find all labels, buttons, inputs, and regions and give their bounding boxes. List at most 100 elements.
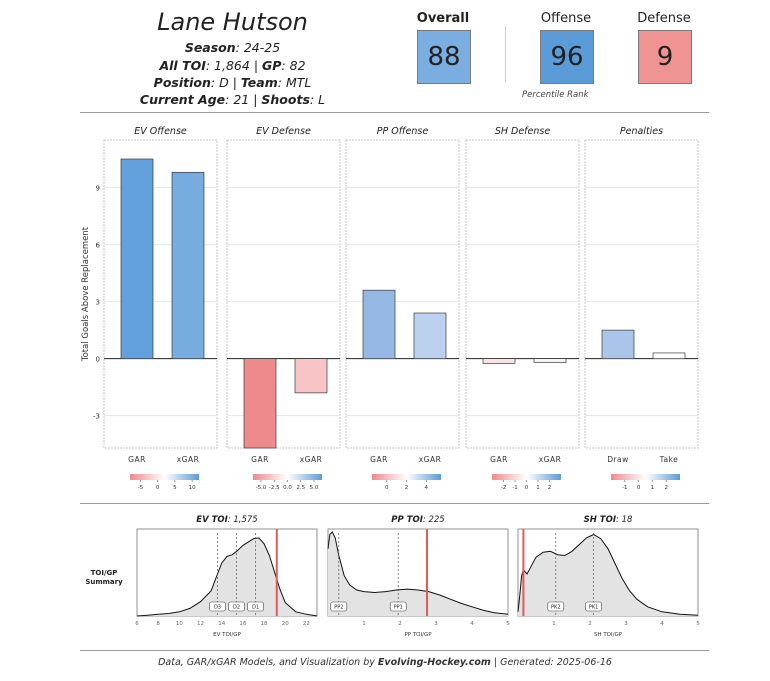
season-sep: : xyxy=(235,40,244,55)
position-line: Position: D | Team: MTL xyxy=(153,75,312,90)
tier-marker-box xyxy=(389,601,407,612)
legend-tick-label: 1 xyxy=(651,485,655,491)
shoots-label: Shoots xyxy=(261,92,310,107)
tier-marker-label: D3 xyxy=(214,605,221,611)
bar xyxy=(413,312,447,359)
team-value: MTL xyxy=(285,75,312,90)
player-name: Lane Hutson xyxy=(157,8,308,36)
y-tick-label: 3 xyxy=(96,299,100,307)
tier-marker-box xyxy=(547,601,565,612)
summary-label-line2: Summary xyxy=(85,578,123,586)
bar xyxy=(533,358,567,363)
toi-x-tick-label: 6 xyxy=(135,621,139,627)
y-axis-label: Total Goals Above Replacement xyxy=(81,226,91,362)
gp-value: 82 xyxy=(289,58,306,73)
legend-tick-label: -2 xyxy=(501,485,506,491)
legend-tick-label: -1 xyxy=(622,485,627,491)
toi-title-label: SH TOI xyxy=(584,515,616,525)
season-value: 24-25 xyxy=(243,40,281,55)
panel-frame xyxy=(584,139,699,449)
season-line: Season: 24-25 xyxy=(115,40,350,55)
x-tick-label: xGAR xyxy=(539,455,562,464)
panel-frame xyxy=(465,139,580,449)
bar xyxy=(171,171,205,359)
offense-title: Offense xyxy=(540,11,592,26)
toi-x-axis-label: SH TOI/GP xyxy=(594,632,623,638)
toi-x-tick-label: 20 xyxy=(282,621,289,627)
bar xyxy=(243,358,277,449)
legend-tick-label: -5 xyxy=(138,485,144,491)
team-label: Team xyxy=(240,75,278,90)
toi-label: All TOI xyxy=(159,58,206,73)
legend-tick-label: 10 xyxy=(189,485,196,491)
density-area xyxy=(137,537,317,616)
position-value: D xyxy=(219,75,229,90)
toi-title-sep: : xyxy=(228,515,234,525)
x-tick-label: Take xyxy=(659,455,679,464)
toi-line: All TOI: 1,864 | GP: 82 xyxy=(159,58,306,73)
toi-x-tick-label: 5 xyxy=(696,621,700,627)
legend-tick-label: 0.0 xyxy=(283,485,292,491)
toi-panel-title: PP TOI: 225 xyxy=(391,515,444,525)
position-label: Position xyxy=(153,75,211,90)
tier-marker-box xyxy=(228,601,245,612)
toi-x-tick-label: 3 xyxy=(624,621,628,627)
toi-title-value: 1,575 xyxy=(233,515,257,525)
toi-x-tick-label: 16 xyxy=(239,621,246,627)
legend-tick-label: 5 xyxy=(173,485,177,491)
toi-title-sep: : xyxy=(616,515,622,525)
tier-marker-label: PP2 xyxy=(334,605,343,611)
legend-tick-label: 1 xyxy=(536,485,540,491)
percentile-rank-label: Percentile Rank xyxy=(522,90,589,100)
legend-tick-label: 0 xyxy=(385,485,389,491)
density-line xyxy=(327,531,509,615)
bar xyxy=(294,358,328,394)
panel-title: SH Defense xyxy=(495,126,551,137)
color-legend-bar xyxy=(492,474,561,480)
color-legend-bar xyxy=(253,474,322,480)
toi-x-tick-label: 2 xyxy=(398,621,402,627)
toi-x-tick-label: 1 xyxy=(552,621,556,627)
legend-tick-label: 2 xyxy=(664,485,668,491)
panel-title: EV Offense xyxy=(134,126,187,137)
age-value: 21 xyxy=(233,92,250,107)
gp-label: GP xyxy=(262,58,282,73)
toi-x-tick-label: 14 xyxy=(218,621,225,627)
overall-score: 88 xyxy=(417,30,471,84)
toi-x-axis-label: PP TOI/GP xyxy=(404,632,432,638)
legend-tick-label: -5.0 xyxy=(256,485,267,491)
toi-x-tick-label: 8 xyxy=(156,621,160,627)
bar xyxy=(652,352,686,359)
toi-title-value: 18 xyxy=(622,515,633,525)
legend-tick-label: 0 xyxy=(637,485,641,491)
toi-panel-title: SH TOI: 18 xyxy=(584,515,633,525)
footer-rule xyxy=(80,650,709,651)
tier-marker-label: D1 xyxy=(252,605,259,611)
y-tick-label: 9 xyxy=(96,185,100,193)
legend-tick-label: -2.5 xyxy=(269,485,280,491)
legend-tick-label: 0 xyxy=(156,485,160,491)
x-tick-label: Draw xyxy=(607,455,629,464)
color-legend-bar xyxy=(130,474,199,480)
toi-x-tick-label: 22 xyxy=(303,621,310,627)
score-divider xyxy=(505,26,506,82)
x-tick-label: GAR xyxy=(370,455,388,464)
density-line xyxy=(136,537,318,617)
toi-panel-title: EV TOI: 1,575 xyxy=(196,515,257,525)
footer-brand: Evolving-Hockey.com xyxy=(377,657,491,668)
toi-x-tick-label: 5 xyxy=(506,621,510,627)
y-tick-label: 6 xyxy=(96,242,101,250)
age-line: Current Age: 21 | Shoots: L xyxy=(139,92,326,107)
tier-marker-label: D2 xyxy=(233,605,240,611)
offense-score: 96 xyxy=(540,30,594,84)
bar xyxy=(482,358,516,364)
panel-title: PP Offense xyxy=(377,126,429,137)
gar-bar-chart: Total Goals Above Replacement -3 0 3 6 9 EV Of… xyxy=(81,126,699,491)
tier-marker-label: PP1 xyxy=(394,605,403,611)
footer-prefix: Data, GAR/xGAR Models, and Visualization… xyxy=(158,657,378,668)
density-area xyxy=(518,534,698,616)
panel-frame xyxy=(345,139,460,449)
x-tick-label: GAR xyxy=(128,455,146,464)
density-area xyxy=(328,532,508,616)
